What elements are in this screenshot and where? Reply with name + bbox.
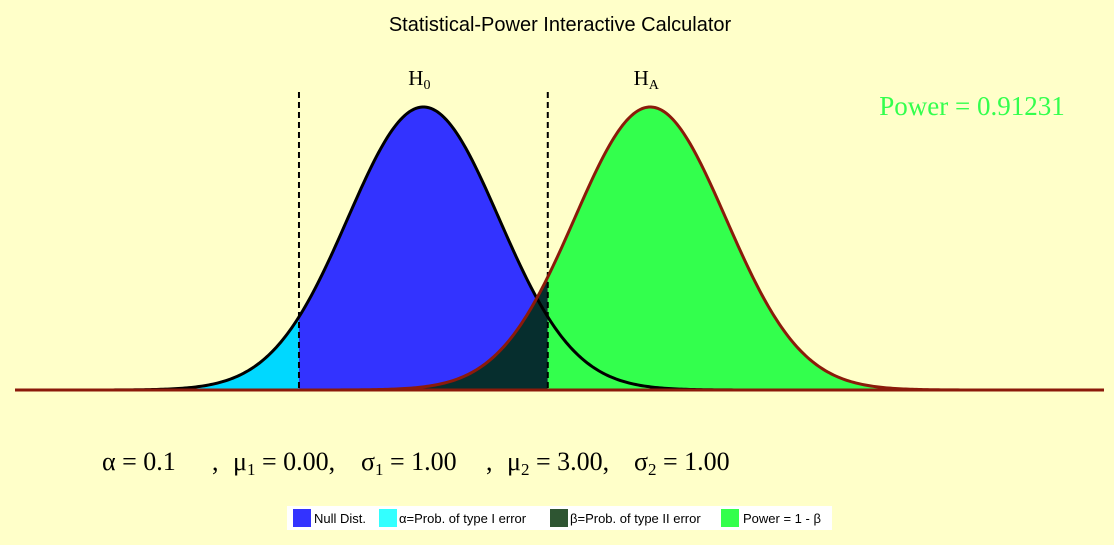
legend-label-beta: β=Prob. of type II error	[570, 511, 701, 526]
mu2-symbol: μ	[507, 447, 521, 476]
legend-item-alpha: α=Prob. of type I error	[379, 509, 527, 527]
legend-label-power: Power = 1 - β	[743, 511, 821, 526]
null-distribution-area	[298, 107, 548, 390]
parameters-text: α = 0.1 , μ1 = 0.00, σ1 = 1.00 , μ2 = 3.…	[102, 447, 730, 479]
sigma2-value: = 1.00	[657, 447, 730, 476]
legend: Null Dist. α=Prob. of type I error β=Pro…	[287, 506, 832, 530]
mu1-symbol: μ	[233, 447, 247, 476]
legend-label-alpha: α=Prob. of type I error	[399, 511, 527, 526]
h0-label: H0	[408, 66, 430, 93]
legend-swatch-beta	[550, 509, 568, 527]
param-separator-2: ,	[486, 447, 493, 476]
sigma1-value: = 1.00	[384, 447, 457, 476]
alpha-value: = 0.1	[116, 447, 176, 476]
ha-label: HA	[634, 66, 660, 93]
legend-item-null: Null Dist.	[293, 509, 366, 527]
legend-item-power: Power = 1 - β	[721, 509, 821, 527]
sigma1-symbol: σ	[361, 447, 375, 476]
chart-title: Statistical-Power Interactive Calculator	[389, 14, 732, 36]
alpha-area-right	[547, 316, 1104, 390]
mu2-value: = 3.00,	[529, 447, 609, 476]
legend-swatch-alpha	[379, 509, 397, 527]
alpha-symbol: α	[102, 447, 116, 476]
power-value-text: Power = 0.91231	[879, 91, 1064, 121]
alpha-area-left	[15, 316, 299, 390]
legend-item-beta: β=Prob. of type II error	[550, 509, 701, 527]
power-area	[547, 107, 1104, 390]
chart-areas	[15, 107, 1104, 390]
mu1-value: = 0.00,	[255, 447, 335, 476]
beta-area	[298, 276, 548, 390]
legend-label-null: Null Dist.	[314, 511, 366, 526]
legend-swatch-power	[721, 509, 739, 527]
sigma2-symbol: σ	[634, 447, 648, 476]
param-separator-1: ,	[212, 447, 219, 476]
legend-swatch-null	[293, 509, 311, 527]
